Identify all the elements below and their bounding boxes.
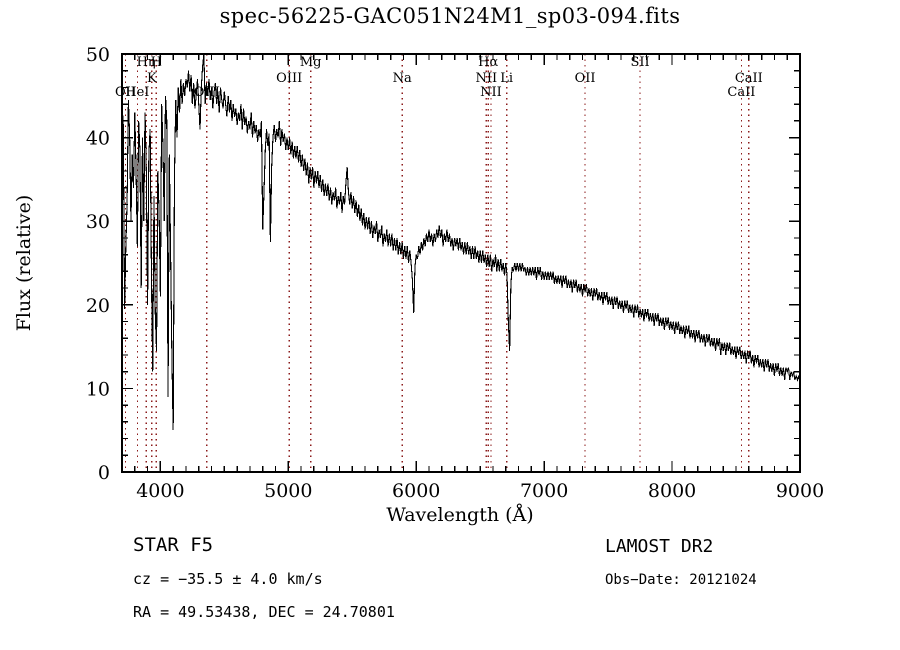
y-tick-label: 10 (86, 378, 110, 400)
line-label-hei: HeI (125, 85, 149, 100)
line-label-k: K (147, 71, 157, 86)
line-label-oii: OII (575, 71, 596, 86)
line-label-caii: CaII (735, 71, 763, 86)
line-label-oii: OII (115, 85, 136, 100)
line-marker-group (124, 54, 750, 472)
x-axis-label: Wavelength (Å) (386, 504, 533, 526)
x-tick-label: 5000 (264, 480, 312, 502)
line-label-oiii: OIII (276, 71, 302, 86)
y-tick-label: 20 (86, 295, 110, 317)
x-tick-label: 8000 (648, 480, 696, 502)
axis-frame-group (121, 53, 801, 473)
x-tick-label: 6000 (392, 480, 440, 502)
page-title: spec-56225-GAC051N24M1_sp03-094.fits (219, 4, 681, 28)
line-label-hη: Hη (137, 55, 156, 70)
spectrum-trace (121, 53, 801, 431)
x-tick-label: 9000 (776, 480, 824, 502)
y-axis-label: Flux (relative) (13, 195, 35, 332)
line-label-mg: Mg (300, 55, 322, 70)
line-label-caii: CaII (727, 85, 755, 100)
x-tick-label: 4000 (136, 480, 184, 502)
observation-date-text: Obs−Date: 20121024 (605, 572, 757, 588)
line-label-nii: NII (476, 71, 498, 86)
y-tick-label: 50 (86, 44, 110, 66)
y-tick-label: 0 (98, 462, 110, 484)
line-label-hα: Hα (478, 55, 498, 70)
line-label-li: Li (500, 71, 513, 86)
line-label-na: Na (393, 71, 412, 86)
survey-name-text: LAMOST DR2 (605, 536, 714, 557)
plot-frame (121, 53, 801, 473)
line-label-nii: NII (480, 85, 502, 100)
spectrum-trace-group (121, 53, 801, 431)
line-label-sii: SII (631, 55, 650, 70)
coordinates-text: RA = 49.53438, DEC = 24.70801 (133, 603, 395, 621)
line-label-h: H (151, 55, 162, 70)
object-class-text: STAR F5 (133, 534, 214, 556)
redshift-velocity-text: cz = −35.5 ± 4.0 km/s (133, 570, 323, 588)
y-tick-label: 40 (86, 128, 110, 150)
y-tick-label: 30 (86, 211, 110, 233)
axis-tick-group: 4000 5000 6000 7000 8000 9000 0 10 20 30 40 50 (86, 44, 824, 502)
line-label-oiii: OIII (194, 85, 220, 100)
x-tick-label: 7000 (520, 480, 568, 502)
